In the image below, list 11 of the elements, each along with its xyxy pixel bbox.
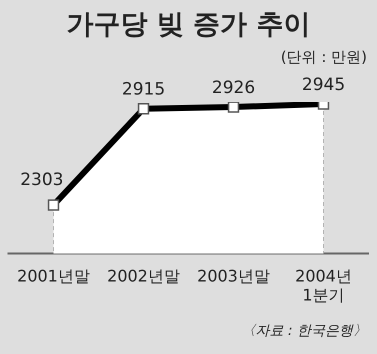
data-label: 2303 xyxy=(20,170,64,190)
x-tick-label: 2003년말 xyxy=(197,266,270,286)
chart-subtitle: (단위 : 만원) xyxy=(280,48,367,67)
x-tick-label: 2001년말 xyxy=(17,266,90,286)
chart-title: 가구당 빚 증가 추이 xyxy=(65,8,312,42)
x-tick-label: 2002년말 xyxy=(107,266,180,286)
data-label: 2945 xyxy=(302,74,346,95)
annotation: 〈자료 : 한국은행〉 xyxy=(241,322,367,340)
data-label: 2915 xyxy=(122,80,166,100)
x-tick-label: 2004년 1분기 xyxy=(295,266,352,305)
data-label: 2926 xyxy=(212,78,256,98)
